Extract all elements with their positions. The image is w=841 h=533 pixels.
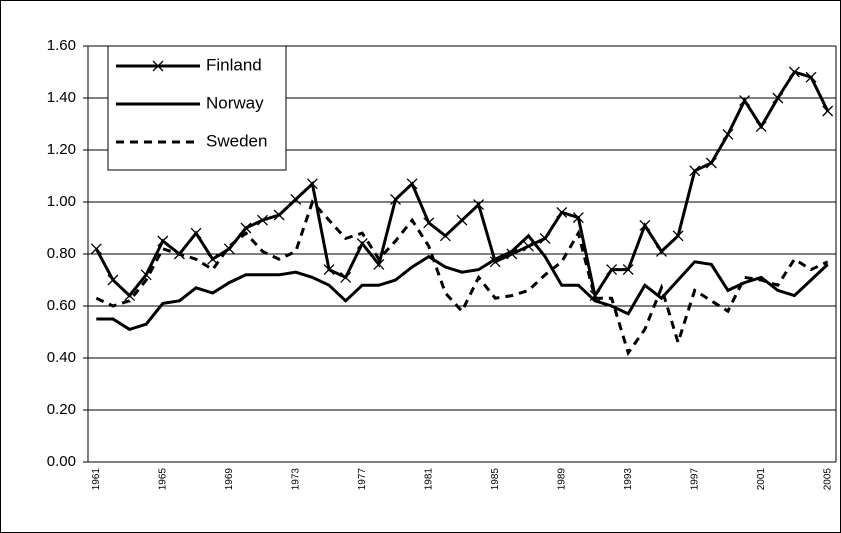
marker <box>606 264 618 276</box>
legend-label: Sweden <box>206 131 267 150</box>
marker <box>439 230 451 242</box>
legend-marker <box>152 60 164 72</box>
marker <box>456 214 468 226</box>
x-tick-label: 1993 <box>623 468 634 491</box>
marker <box>788 66 800 78</box>
x-tick-label: 1969 <box>224 468 235 491</box>
marker <box>257 214 268 226</box>
legend-label: Norway <box>206 93 264 112</box>
marker <box>306 178 318 190</box>
marker <box>705 157 717 169</box>
x-tick-label: 1965 <box>157 468 168 491</box>
marker <box>240 222 252 234</box>
x-tick-label: 1997 <box>689 468 700 491</box>
marker <box>772 92 784 104</box>
marker <box>390 193 401 205</box>
marker <box>356 238 368 250</box>
legend-label: Finland <box>206 55 262 74</box>
marker <box>805 71 817 83</box>
y-tick-label: 0.20 <box>47 401 76 418</box>
y-tick-label: 1.00 <box>47 193 76 210</box>
x-tick-label: 2005 <box>822 468 833 491</box>
marker <box>722 128 734 140</box>
marker <box>124 290 136 302</box>
marker <box>473 199 485 211</box>
x-tick-label: 1961 <box>91 468 102 491</box>
marker <box>157 235 169 247</box>
marker <box>523 240 534 252</box>
marker <box>107 274 119 286</box>
y-tick-label: 1.40 <box>47 89 76 106</box>
series-line <box>95 199 829 357</box>
marker <box>423 217 435 229</box>
marker <box>273 209 285 221</box>
marker <box>340 271 352 283</box>
marker <box>90 243 102 255</box>
x-tick-label: 1973 <box>290 468 301 491</box>
y-tick-label: 0.80 <box>47 245 76 262</box>
marker <box>755 121 767 133</box>
x-tick-label: 2001 <box>756 468 767 491</box>
marker <box>190 227 202 239</box>
marker <box>622 264 634 276</box>
marker <box>689 165 701 177</box>
marker <box>539 232 551 244</box>
marker <box>506 248 518 260</box>
x-tick-label: 1989 <box>556 468 567 491</box>
marker <box>822 105 834 117</box>
series-line <box>96 233 829 332</box>
y-tick-label: 1.20 <box>47 141 76 158</box>
y-tick-label: 1.60 <box>47 37 76 54</box>
marker <box>373 258 385 270</box>
y-tick-label: 0.60 <box>47 297 76 314</box>
y-tick-label: 0.40 <box>47 349 76 366</box>
x-tick-label: 1977 <box>357 468 368 491</box>
marker <box>739 95 751 107</box>
marker <box>323 264 335 276</box>
marker <box>672 230 684 242</box>
marker <box>572 212 584 224</box>
marker <box>290 193 302 205</box>
y-tick-label: 0.00 <box>47 453 76 470</box>
x-tick-label: 1985 <box>490 468 501 491</box>
x-tick-label: 1981 <box>423 468 434 491</box>
marker <box>406 178 418 190</box>
marker <box>556 206 568 218</box>
marker <box>639 219 651 231</box>
marker <box>656 245 667 257</box>
